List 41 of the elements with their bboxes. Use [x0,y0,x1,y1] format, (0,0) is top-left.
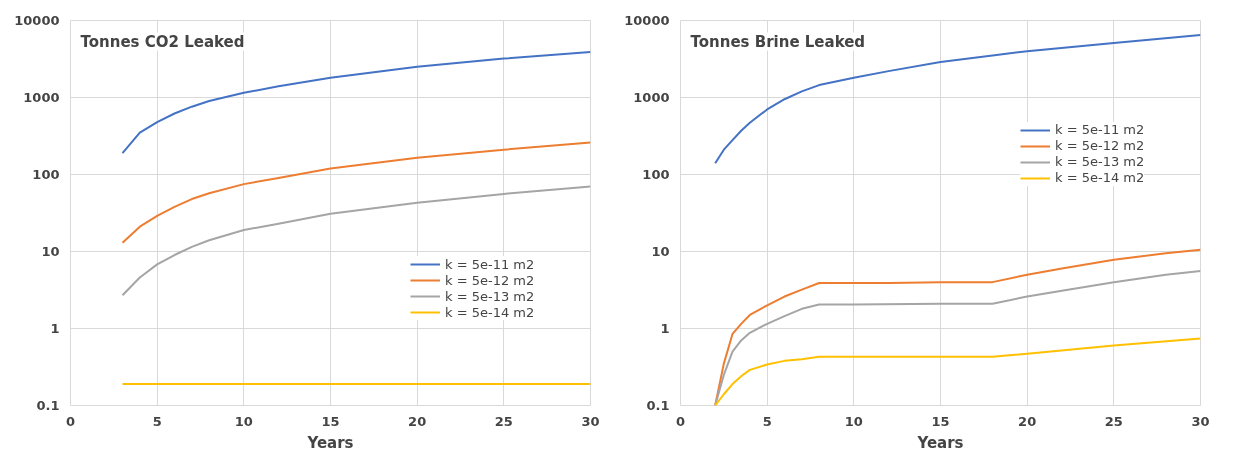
x-tick-label: 25 [1104,413,1123,429]
x-tick-label: 5 [152,413,162,429]
y-tick-label: 100 [642,167,670,182]
y-tick-label: 10 [651,244,670,259]
legend-label: k = 5e-11 m2 [445,256,535,273]
x-tick-label: 20 [408,413,427,429]
y-tick-label: 10000 [624,13,670,28]
y-tick-label: 0.1 [646,398,670,413]
y-tick-label: 10 [41,244,60,259]
line-series [714,337,1201,406]
line-series [121,141,591,244]
x-axis-title: Years [306,433,354,452]
legend-label: k = 5e-14 m2 [1055,169,1145,186]
legend-label: k = 5e-12 m2 [445,272,535,289]
y-tick-label: 0.1 [36,398,60,413]
legend-label: k = 5e-13 m2 [445,288,535,305]
text: Tonnes Brine Leaked [690,32,866,51]
x-axis-title: Years [916,433,964,452]
text: Tonnes CO2 Leaked [80,32,245,51]
y-tick-label: 100 [32,167,60,182]
x-tick-label: 25 [494,413,513,429]
x-tick-label: 10 [844,413,863,429]
legend-label: k = 5e-14 m2 [445,304,535,321]
y-tick-label: 10000 [14,13,60,28]
x-tick-label: 30 [1191,413,1210,429]
y-tick-label: 1000 [23,90,60,105]
x-tick-label: 5 [762,413,772,429]
x-tick-label: 30 [581,413,600,429]
legend-label: k = 5e-13 m2 [1055,153,1145,170]
x-tick-label: 20 [1018,413,1037,429]
x-tick-label: 10 [234,413,253,429]
y-tick-label: 1000 [633,90,670,105]
x-tick-label: 15 [321,413,340,429]
legend-label: k = 5e-12 m2 [1055,137,1145,154]
legend-label: k = 5e-11 m2 [1055,121,1145,138]
x-tick-label: 15 [931,413,950,429]
y-tick-label: 1 [50,321,60,336]
line-series [121,50,591,155]
y-tick-label: 1 [660,321,670,336]
x-tick-label: 0 [65,413,76,429]
x-tick-label: 0 [675,413,686,429]
